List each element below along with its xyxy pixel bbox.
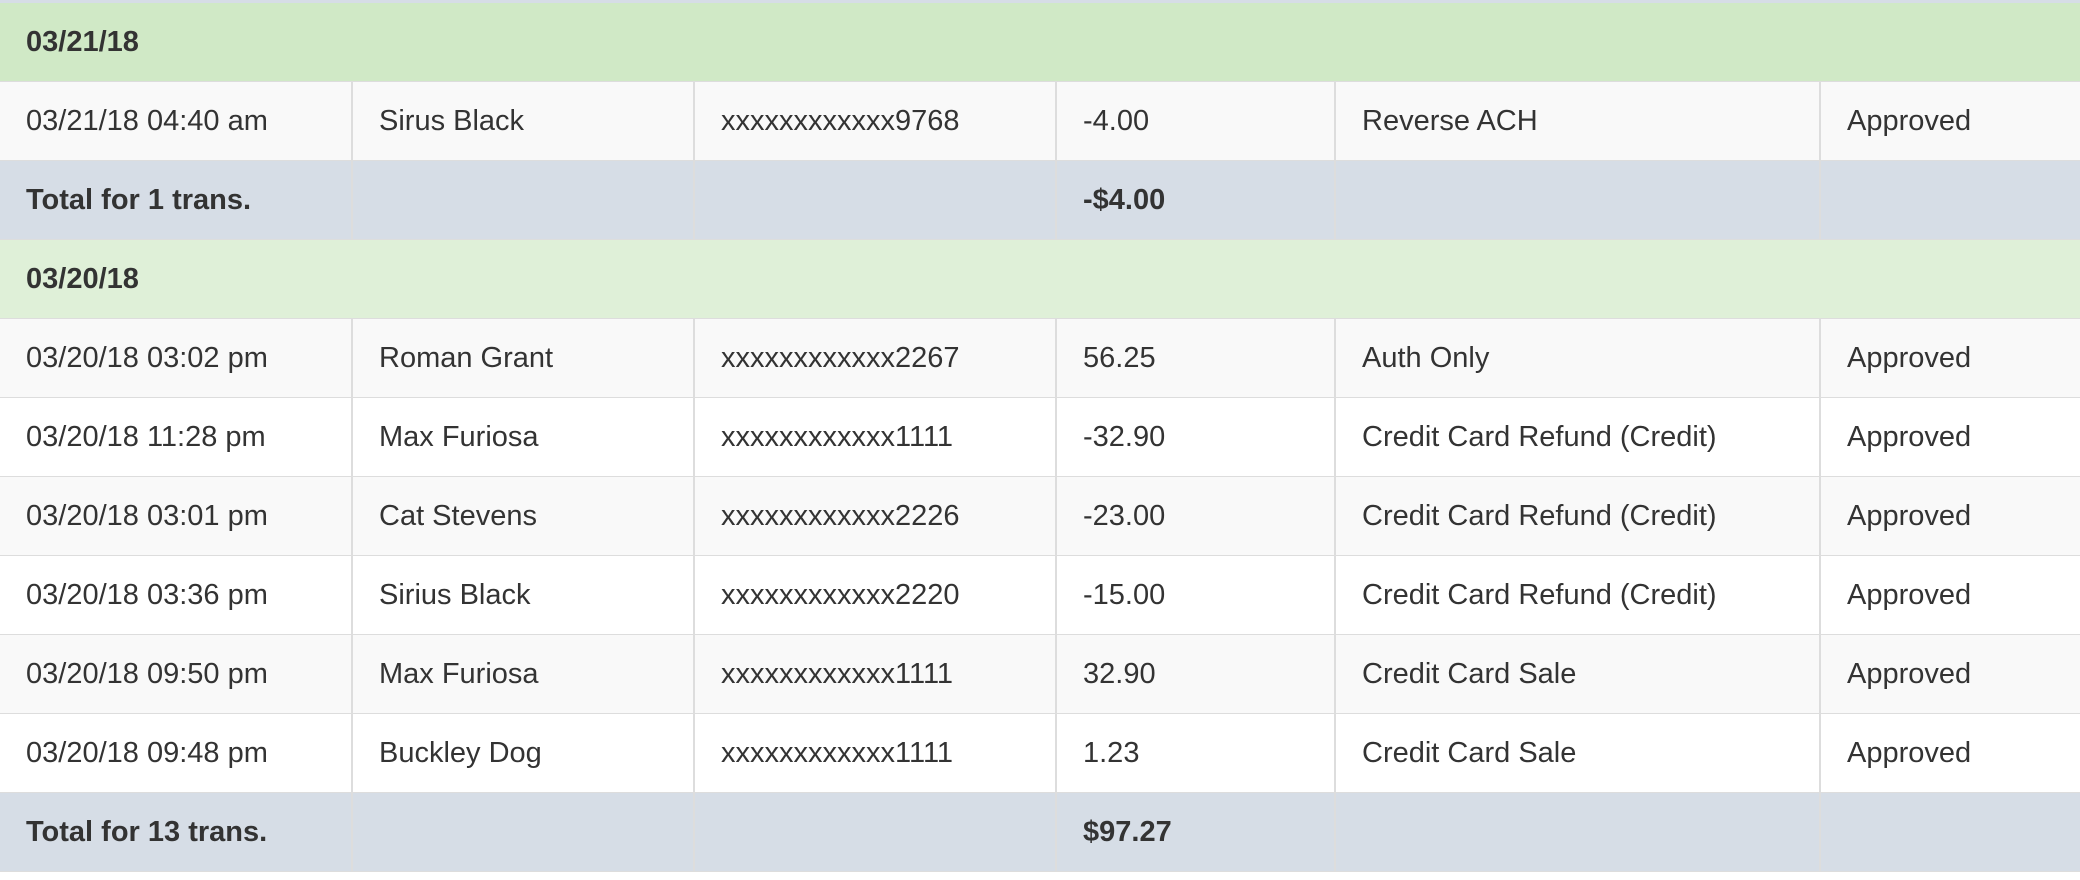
total-amount: -$4.00 xyxy=(1055,160,1336,240)
cell-name: Max Furiosa xyxy=(351,397,695,477)
group-total-row: Total for 13 trans. $97.27 xyxy=(0,792,2080,872)
cell-card: xxxxxxxxxxxx1111 xyxy=(693,397,1057,477)
total-label: Total for 13 trans. xyxy=(0,792,353,872)
cell-status: Approved xyxy=(1818,318,2080,398)
cell-status: Approved xyxy=(1818,397,2080,477)
cell-datetime: 03/20/18 03:01 pm xyxy=(0,476,353,556)
cell-type: Auth Only xyxy=(1334,318,1821,398)
cell-status: Approved xyxy=(1818,713,2080,793)
cell-name: Buckley Dog xyxy=(351,713,695,793)
cell-card: xxxxxxxxxxxx2220 xyxy=(693,555,1057,635)
cell-card: xxxxxxxxxxxx9768 xyxy=(693,81,1057,161)
cell-amount: -23.00 xyxy=(1055,476,1336,556)
cell-datetime: 03/20/18 09:48 pm xyxy=(0,713,353,793)
total-empty-cell xyxy=(1334,792,1821,872)
total-amount: $97.27 xyxy=(1055,792,1336,872)
cell-datetime: 03/20/18 03:36 pm xyxy=(0,555,353,635)
cell-datetime: 03/21/18 04:40 am xyxy=(0,81,353,161)
cell-amount: -32.90 xyxy=(1055,397,1336,477)
total-empty-cell xyxy=(693,792,1057,872)
cell-datetime: 03/20/18 11:28 pm xyxy=(0,397,353,477)
transactions-table: 03/21/18 03/21/18 04:40 am Sirus Black xxxx… xyxy=(0,3,2080,872)
cell-name: Max Furiosa xyxy=(351,634,695,714)
cell-type: Credit Card Refund (Credit) xyxy=(1334,397,1821,477)
cell-name: Sirus Black xyxy=(351,81,695,161)
table-row[interactable]: 03/20/18 11:28 pm Max Furiosa xxxxxxxxxxxx… xyxy=(0,397,2080,477)
cell-type: Credit Card Sale xyxy=(1334,634,1821,714)
cell-amount: -15.00 xyxy=(1055,555,1336,635)
cell-status: Approved xyxy=(1818,634,2080,714)
cell-amount: 32.90 xyxy=(1055,634,1336,714)
table-row[interactable]: 03/20/18 03:01 pm Cat Stevens xxxxxxxxxxxx… xyxy=(0,476,2080,556)
date-group-header: 03/21/18 xyxy=(0,3,2080,82)
table-row[interactable]: 03/20/18 09:50 pm Max Furiosa xxxxxxxxxxxx… xyxy=(0,634,2080,714)
cell-amount: -4.00 xyxy=(1055,81,1336,161)
cell-name: Sirius Black xyxy=(351,555,695,635)
table-row[interactable]: 03/20/18 03:36 pm Sirius Black xxxxxxxxxxx… xyxy=(0,555,2080,635)
cell-type: Reverse ACH xyxy=(1334,81,1821,161)
total-label: Total for 1 trans. xyxy=(0,160,353,240)
table-row[interactable]: 03/20/18 09:48 pm Buckley Dog xxxxxxxxxxxx… xyxy=(0,713,2080,793)
total-empty-cell xyxy=(1818,160,2080,240)
table-row[interactable]: 03/20/18 03:02 pm Roman Grant xxxxxxxxxxxx… xyxy=(0,318,2080,398)
group-total-row: Total for 1 trans. -$4.00 xyxy=(0,160,2080,240)
cell-card: xxxxxxxxxxxx1111 xyxy=(693,713,1057,793)
cell-type: Credit Card Sale xyxy=(1334,713,1821,793)
cell-status: Approved xyxy=(1818,555,2080,635)
group-date: 03/20/18 xyxy=(0,239,2080,319)
total-empty-cell xyxy=(351,792,695,872)
cell-type: Credit Card Refund (Credit) xyxy=(1334,476,1821,556)
cell-name: Cat Stevens xyxy=(351,476,695,556)
cell-amount: 56.25 xyxy=(1055,318,1336,398)
group-date: 03/21/18 xyxy=(0,3,2080,82)
total-empty-cell xyxy=(1818,792,2080,872)
cell-datetime: 03/20/18 03:02 pm xyxy=(0,318,353,398)
cell-type: Credit Card Refund (Credit) xyxy=(1334,555,1821,635)
table-row[interactable]: 03/21/18 04:40 am Sirus Black xxxxxxxxxxxx… xyxy=(0,81,2080,161)
total-empty-cell xyxy=(1334,160,1821,240)
total-empty-cell xyxy=(351,160,695,240)
cell-status: Approved xyxy=(1818,476,2080,556)
cell-datetime: 03/20/18 09:50 pm xyxy=(0,634,353,714)
cell-card: xxxxxxxxxxxx1111 xyxy=(693,634,1057,714)
cell-card: xxxxxxxxxxxx2267 xyxy=(693,318,1057,398)
cell-status: Approved xyxy=(1818,81,2080,161)
date-group-header: 03/20/18 xyxy=(0,239,2080,319)
cell-amount: 1.23 xyxy=(1055,713,1336,793)
total-empty-cell xyxy=(693,160,1057,240)
table-top-edge xyxy=(0,0,2080,3)
cell-card: xxxxxxxxxxxx2226 xyxy=(693,476,1057,556)
cell-name: Roman Grant xyxy=(351,318,695,398)
